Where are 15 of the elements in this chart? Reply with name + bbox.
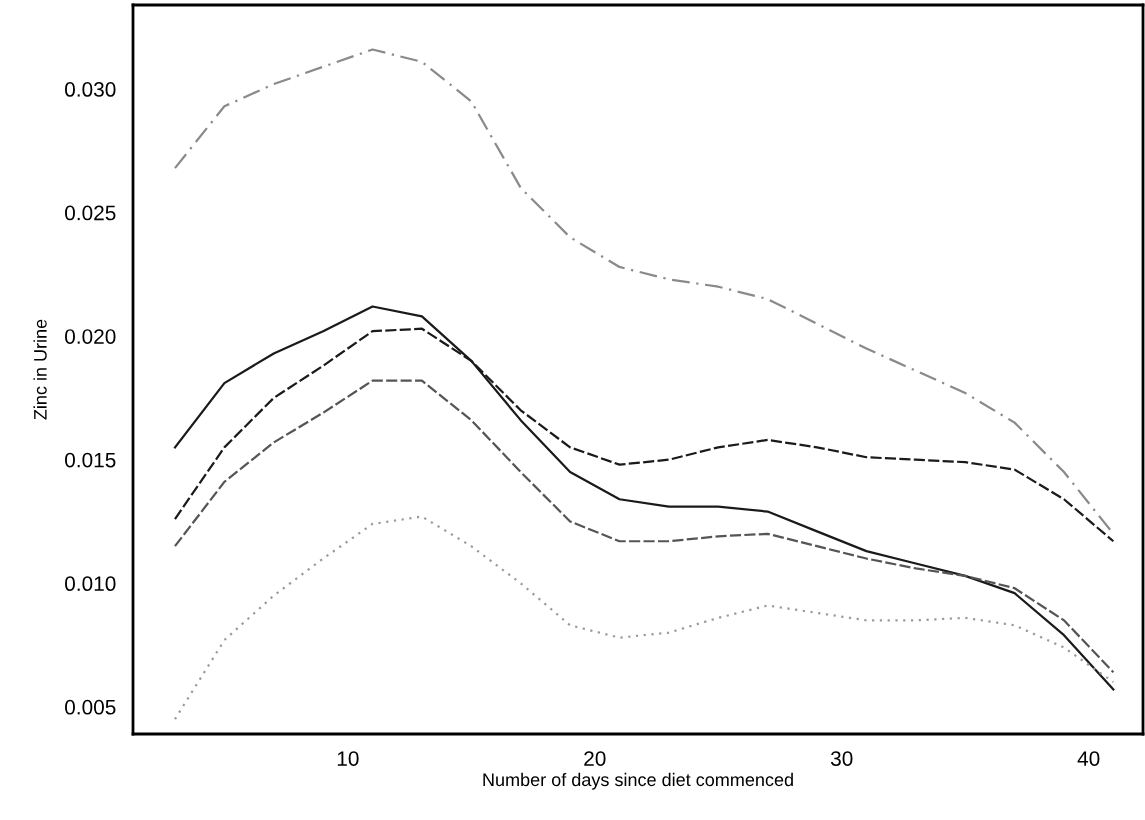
y-axis-title: Zinc in Urine bbox=[33, 319, 47, 420]
y-tick-label: 0.020 bbox=[65, 329, 116, 344]
line-series bbox=[173, 515, 1115, 721]
line-series bbox=[173, 305, 1115, 691]
x-tick-label: 10 bbox=[337, 751, 359, 766]
x-axis-title: Number of days since diet commenced bbox=[483, 772, 793, 790]
y-tick-label: 0.010 bbox=[65, 576, 116, 592]
x-tick-label: 40 bbox=[1077, 751, 1100, 766]
y-tick-label: 0.030 bbox=[65, 82, 116, 97]
x-tick-label: 30 bbox=[830, 751, 853, 766]
line-series bbox=[173, 379, 1115, 674]
y-tick-label: 0.005 bbox=[65, 699, 116, 715]
y-tick-label: 0.015 bbox=[65, 452, 116, 468]
x-tick-label: 20 bbox=[584, 751, 606, 766]
y-tick-label: 0.025 bbox=[65, 205, 116, 221]
